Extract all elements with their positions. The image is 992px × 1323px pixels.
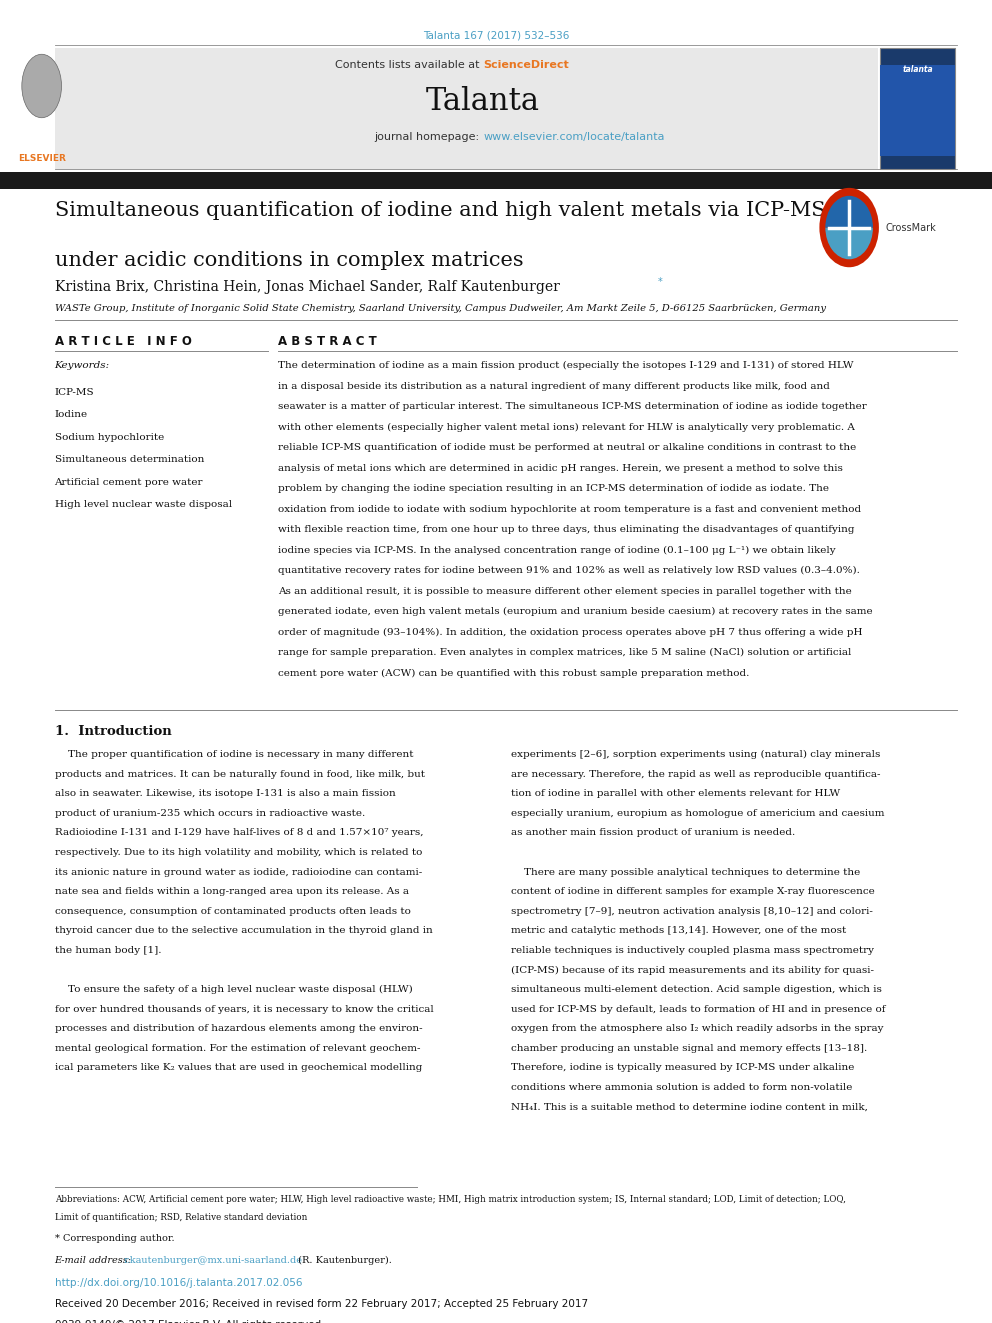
- Text: as another main fission product of uranium is needed.: as another main fission product of urani…: [511, 828, 796, 837]
- Text: Contents lists available at: Contents lists available at: [335, 60, 483, 70]
- Text: www.elsevier.com/locate/talanta: www.elsevier.com/locate/talanta: [483, 132, 665, 143]
- Text: metric and catalytic methods [13,14]. However, one of the most: metric and catalytic methods [13,14]. Ho…: [511, 926, 846, 935]
- Text: http://dx.doi.org/10.1016/j.talanta.2017.02.056: http://dx.doi.org/10.1016/j.talanta.2017…: [55, 1278, 302, 1289]
- Text: product of uranium-235 which occurs in radioactive waste.: product of uranium-235 which occurs in r…: [55, 808, 365, 818]
- Text: also in seawater. Likewise, its isotope I-131 is also a main fission: also in seawater. Likewise, its isotope …: [55, 790, 395, 798]
- Text: under acidic conditions in complex matrices: under acidic conditions in complex matri…: [55, 251, 523, 270]
- Text: chamber producing an unstable signal and memory effects [13–18].: chamber producing an unstable signal and…: [511, 1044, 867, 1053]
- Wedge shape: [825, 196, 873, 228]
- Text: talanta: talanta: [903, 65, 932, 74]
- Circle shape: [819, 188, 879, 267]
- Text: reliable techniques is inductively coupled plasma mass spectrometry: reliable techniques is inductively coupl…: [511, 946, 874, 955]
- Text: with flexible reaction time, from one hour up to three days, thus eliminating th: with flexible reaction time, from one ho…: [278, 525, 854, 534]
- Text: mental geological formation. For the estimation of relevant geochem-: mental geological formation. For the est…: [55, 1044, 420, 1053]
- Text: *: *: [658, 277, 663, 287]
- Text: order of magnitude (93–104%). In addition, the oxidation process operates above : order of magnitude (93–104%). In additio…: [278, 628, 862, 636]
- Text: As an additional result, it is possible to measure different other element speci: As an additional result, it is possible …: [278, 587, 851, 595]
- Text: the human body [1].: the human body [1].: [55, 946, 161, 955]
- Text: with other elements (especially higher valent metal ions) relevant for HLW is an: with other elements (especially higher v…: [278, 423, 855, 431]
- Text: There are many possible analytical techniques to determine the: There are many possible analytical techn…: [511, 868, 860, 877]
- Text: journal homepage:: journal homepage:: [374, 132, 483, 143]
- Text: thyroid cancer due to the selective accumulation in the thyroid gland in: thyroid cancer due to the selective accu…: [55, 926, 433, 935]
- Text: tion of iodine in parallel with other elements relevant for HLW: tion of iodine in parallel with other el…: [511, 790, 840, 798]
- Text: Simultaneous determination: Simultaneous determination: [55, 455, 204, 464]
- Text: oxygen from the atmosphere also I₂ which readily adsorbs in the spray: oxygen from the atmosphere also I₂ which…: [511, 1024, 884, 1033]
- Text: reliable ICP-MS quantification of iodide must be performed at neutral or alkalin: reliable ICP-MS quantification of iodide…: [278, 443, 856, 452]
- Text: Kristina Brix, Christina Hein, Jonas Michael Sander, Ralf Kautenburger: Kristina Brix, Christina Hein, Jonas Mic…: [55, 280, 559, 295]
- Text: (R. Kautenburger).: (R. Kautenburger).: [295, 1256, 392, 1265]
- Text: products and matrices. It can be naturally found in food, like milk, but: products and matrices. It can be natural…: [55, 770, 425, 779]
- Text: Limit of quantification; RSD, Relative standard deviation: Limit of quantification; RSD, Relative s…: [55, 1213, 307, 1222]
- Text: problem by changing the iodine speciation resulting in an ICP-MS determination o: problem by changing the iodine speciatio…: [278, 484, 828, 493]
- Text: content of iodine in different samples for example X-ray fluorescence: content of iodine in different samples f…: [511, 888, 875, 896]
- Text: ScienceDirect: ScienceDirect: [483, 60, 568, 70]
- Text: processes and distribution of hazardous elements among the environ-: processes and distribution of hazardous …: [55, 1024, 423, 1033]
- Text: experiments [2–6], sorption experiments using (natural) clay minerals: experiments [2–6], sorption experiments …: [511, 750, 880, 759]
- Text: especially uranium, europium as homologue of americium and caesium: especially uranium, europium as homologu…: [511, 808, 885, 818]
- Text: Keywords:: Keywords:: [55, 361, 110, 370]
- Text: Radioiodine I-131 and I-129 have half-lives of 8 d and 1.57×10⁷ years,: Radioiodine I-131 and I-129 have half-li…: [55, 828, 423, 837]
- Ellipse shape: [22, 54, 62, 118]
- Text: generated iodate, even high valent metals (europium and uranium beside caesium) : generated iodate, even high valent metal…: [278, 607, 872, 617]
- Text: are necessary. Therefore, the rapid as well as reproducible quantifica-: are necessary. Therefore, the rapid as w…: [511, 770, 880, 779]
- Text: ELSEVIER: ELSEVIER: [18, 155, 65, 163]
- Text: ICP-MS: ICP-MS: [55, 388, 94, 397]
- Text: simultaneous multi-element detection. Acid sample digestion, which is: simultaneous multi-element detection. Ac…: [511, 986, 882, 994]
- Text: Iodine: Iodine: [55, 410, 87, 419]
- Text: r.kautenburger@mx.uni-saarland.de: r.kautenburger@mx.uni-saarland.de: [124, 1256, 303, 1265]
- Text: The determination of iodine as a main fission product (especially the isotopes I: The determination of iodine as a main fi…: [278, 361, 853, 370]
- Text: Artificial cement pore water: Artificial cement pore water: [55, 478, 203, 487]
- FancyBboxPatch shape: [0, 172, 992, 189]
- Text: seawater is a matter of particular interest. The simultaneous ICP-MS determinati: seawater is a matter of particular inter…: [278, 402, 866, 411]
- Text: consequence, consumption of contaminated products often leads to: consequence, consumption of contaminated…: [55, 906, 411, 916]
- Text: * Corresponding author.: * Corresponding author.: [55, 1234, 175, 1244]
- Text: To ensure the safety of a high level nuclear waste disposal (HLW): To ensure the safety of a high level nuc…: [55, 986, 413, 994]
- Text: quantitative recovery rates for iodine between 91% and 102% as well as relativel: quantitative recovery rates for iodine b…: [278, 566, 860, 576]
- Text: respectively. Due to its high volatility and mobility, which is related to: respectively. Due to its high volatility…: [55, 848, 422, 857]
- Text: oxidation from iodide to iodate with sodium hypochlorite at room temperature is : oxidation from iodide to iodate with sod…: [278, 505, 861, 513]
- Text: High level nuclear waste disposal: High level nuclear waste disposal: [55, 500, 232, 509]
- Text: 0039-9140/© 2017 Elsevier B.V. All rights reserved.: 0039-9140/© 2017 Elsevier B.V. All right…: [55, 1320, 324, 1323]
- Text: Received 20 December 2016; Received in revised form 22 February 2017; Accepted 2: Received 20 December 2016; Received in r…: [55, 1299, 587, 1310]
- Text: cement pore water (ACW) can be quantified with this robust sample preparation me: cement pore water (ACW) can be quantifie…: [278, 669, 749, 677]
- Text: WASTe Group, Institute of Inorganic Solid State Chemistry, Saarland University, : WASTe Group, Institute of Inorganic Soli…: [55, 304, 825, 314]
- Text: iodine species via ICP-MS. In the analysed concentration range of iodine (0.1–10: iodine species via ICP-MS. In the analys…: [278, 546, 835, 554]
- Text: Abbreviations: ACW, Artificial cement pore water; HLW, High level radioactive wa: Abbreviations: ACW, Artificial cement po…: [55, 1195, 845, 1204]
- Text: A R T I C L E   I N F O: A R T I C L E I N F O: [55, 335, 191, 348]
- Text: 1.  Introduction: 1. Introduction: [55, 725, 172, 738]
- Text: analysis of metal ions which are determined in acidic pH ranges. Herein, we pres: analysis of metal ions which are determi…: [278, 464, 842, 472]
- Text: nate sea and fields within a long-ranged area upon its release. As a: nate sea and fields within a long-ranged…: [55, 888, 409, 896]
- Wedge shape: [825, 228, 873, 259]
- Text: NH₄I. This is a suitable method to determine iodine content in milk,: NH₄I. This is a suitable method to deter…: [511, 1102, 868, 1111]
- Text: ical parameters like K₂ values that are used in geochemical modelling: ical parameters like K₂ values that are …: [55, 1064, 422, 1073]
- Text: The proper quantification of iodine is necessary in many different: The proper quantification of iodine is n…: [55, 750, 413, 759]
- Text: E-mail address:: E-mail address:: [55, 1256, 135, 1265]
- Text: Simultaneous quantification of iodine and high valent metals via ICP-MS: Simultaneous quantification of iodine an…: [55, 201, 825, 220]
- Text: for over hundred thousands of years, it is necessary to know the critical: for over hundred thousands of years, it …: [55, 1004, 434, 1013]
- Text: A B S T R A C T: A B S T R A C T: [278, 335, 377, 348]
- Text: Sodium hypochlorite: Sodium hypochlorite: [55, 433, 164, 442]
- Text: range for sample preparation. Even analytes in complex matrices, like 5 M saline: range for sample preparation. Even analy…: [278, 648, 851, 658]
- Text: in a disposal beside its distribution as a natural ingredient of many different : in a disposal beside its distribution as…: [278, 381, 829, 390]
- Text: Talanta 167 (2017) 532–536: Talanta 167 (2017) 532–536: [423, 30, 569, 41]
- FancyBboxPatch shape: [880, 48, 955, 169]
- Text: conditions where ammonia solution is added to form non-volatile: conditions where ammonia solution is add…: [511, 1084, 852, 1091]
- Text: CrossMark: CrossMark: [886, 222, 936, 233]
- Text: Therefore, iodine is typically measured by ICP-MS under alkaline: Therefore, iodine is typically measured …: [511, 1064, 854, 1073]
- Text: spectrometry [7–9], neutron activation analysis [8,10–12] and colori-: spectrometry [7–9], neutron activation a…: [511, 906, 873, 916]
- Text: Talanta: Talanta: [427, 86, 540, 116]
- Text: its anionic nature in ground water as iodide, radioiodine can contami-: its anionic nature in ground water as io…: [55, 868, 422, 877]
- FancyBboxPatch shape: [880, 65, 955, 156]
- FancyBboxPatch shape: [55, 48, 79, 169]
- Text: (ICP-MS) because of its rapid measurements and its ability for quasi-: (ICP-MS) because of its rapid measuremen…: [511, 966, 874, 975]
- FancyBboxPatch shape: [79, 48, 878, 169]
- Text: used for ICP-MS by default, leads to formation of HI and in presence of: used for ICP-MS by default, leads to for…: [511, 1004, 886, 1013]
